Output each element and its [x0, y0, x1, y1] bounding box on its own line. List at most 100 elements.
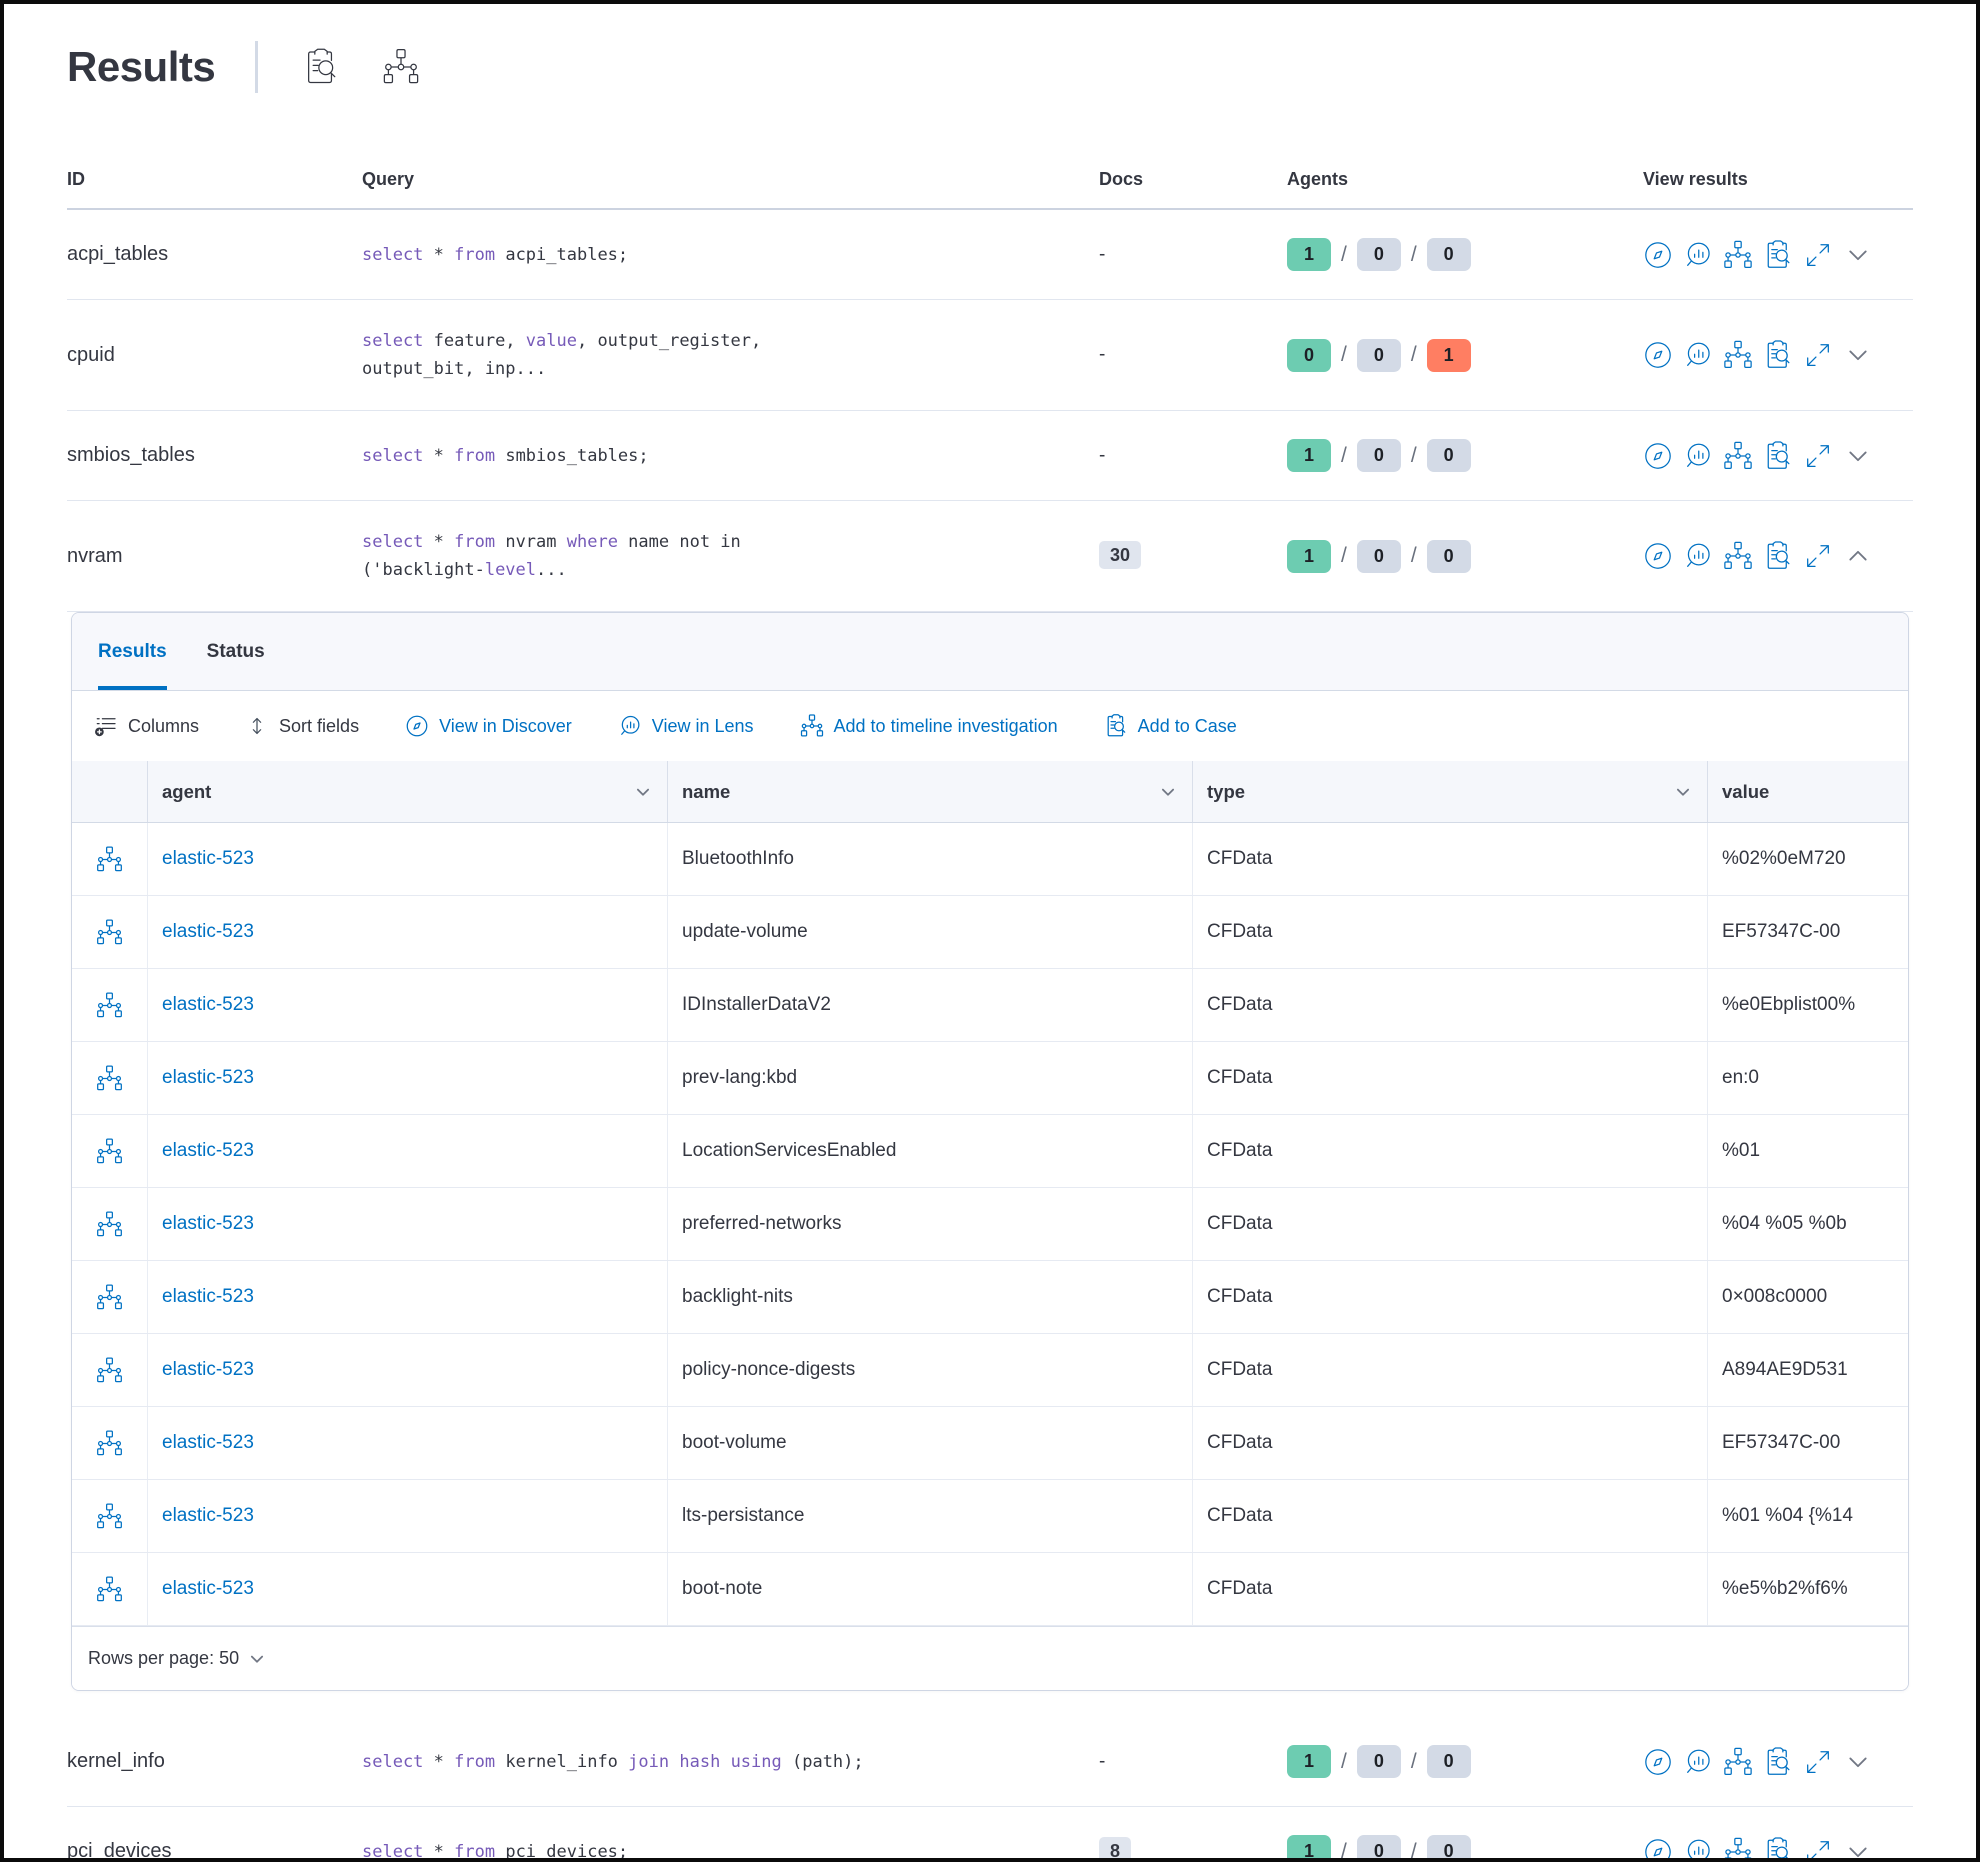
agent-link[interactable]: elastic-523: [162, 1067, 254, 1088]
timeline-icon[interactable]: [96, 1430, 123, 1457]
add-to-timeline-button[interactable]: Add to timeline investigation: [800, 714, 1058, 738]
chevron-down-icon[interactable]: [1843, 240, 1873, 270]
lens-icon[interactable]: [1683, 1837, 1713, 1862]
timeline-icon[interactable]: [96, 1357, 123, 1384]
lens-icon[interactable]: [1683, 541, 1713, 571]
timeline-icon[interactable]: [1723, 541, 1753, 571]
agent-count-badge: 0: [1426, 1745, 1471, 1778]
chevron-down-icon[interactable]: [1843, 1747, 1873, 1777]
timeline-icon[interactable]: [96, 1138, 123, 1165]
add-to-case-button[interactable]: Add to Case: [1104, 714, 1237, 738]
timeline-icon[interactable]: [1723, 240, 1753, 270]
grid-row-control: [72, 1553, 148, 1625]
discover-icon[interactable]: [1643, 1747, 1673, 1777]
discover-icon[interactable]: [1643, 541, 1673, 571]
timeline-icon[interactable]: [96, 1284, 123, 1311]
grid-header-type[interactable]: type: [1193, 761, 1708, 822]
docs-count: 30: [1099, 541, 1287, 569]
expand-icon[interactable]: [1803, 340, 1833, 370]
timeline-icon[interactable]: [96, 1065, 123, 1092]
expand-icon[interactable]: [1803, 541, 1833, 571]
timeline-icon[interactable]: [96, 1211, 123, 1238]
agent-link[interactable]: elastic-523: [162, 1432, 254, 1453]
inspect-icon[interactable]: [1763, 340, 1793, 370]
timeline-icon[interactable]: [382, 48, 420, 86]
lens-icon[interactable]: [1683, 340, 1713, 370]
inspect-icon[interactable]: [1763, 1837, 1793, 1862]
query-token: level: [484, 560, 537, 580]
agent-link[interactable]: elastic-523: [162, 848, 254, 869]
chevron-down-icon[interactable]: [1843, 441, 1873, 471]
grid-header-value[interactable]: value: [1708, 761, 1908, 822]
agent-link[interactable]: elastic-523: [162, 921, 254, 942]
view-results-actions: [1643, 240, 1921, 270]
chevron-down-icon[interactable]: [1843, 340, 1873, 370]
expand-icon[interactable]: [1803, 1747, 1833, 1777]
discover-icon[interactable]: [1643, 340, 1673, 370]
sort-icon: [245, 714, 269, 738]
timeline-icon[interactable]: [1723, 340, 1753, 370]
agent-link[interactable]: elastic-523: [162, 994, 254, 1015]
expand-icon[interactable]: [1803, 1837, 1833, 1862]
columns-button[interactable]: Columns: [94, 714, 199, 738]
timeline-icon[interactable]: [96, 1576, 123, 1603]
query-id: acpi_tables: [67, 243, 169, 265]
discover-icon[interactable]: [1643, 1837, 1673, 1862]
inspect-icon[interactable]: [1763, 441, 1793, 471]
agent-link[interactable]: elastic-523: [162, 1505, 254, 1526]
badge-separator: /: [1341, 443, 1347, 467]
timeline-icon[interactable]: [96, 846, 123, 873]
inspect-icon[interactable]: [1763, 240, 1793, 270]
chevron-down-icon[interactable]: [1158, 782, 1178, 802]
chevron-down-icon[interactable]: [1843, 1837, 1873, 1862]
agent-link[interactable]: elastic-523: [162, 1140, 254, 1161]
inspect-icon[interactable]: [1763, 541, 1793, 571]
sort-fields-button[interactable]: Sort fields: [245, 714, 359, 738]
view-in-lens-button[interactable]: View in Lens: [618, 714, 754, 738]
agent-link[interactable]: elastic-523: [162, 1359, 254, 1380]
grid-header-agent[interactable]: agent: [148, 761, 668, 822]
timeline-icon[interactable]: [1723, 441, 1753, 471]
grid-header-name[interactable]: name: [668, 761, 1193, 822]
query-row: nvram select * from nvram where name not…: [67, 501, 1913, 612]
timeline-icon[interactable]: [96, 992, 123, 1019]
expand-icon[interactable]: [1803, 441, 1833, 471]
cell-name: update-volume: [668, 896, 1193, 968]
lens-icon[interactable]: [1683, 441, 1713, 471]
query-token: , output_register, output_bit, inp...: [362, 331, 762, 379]
inspect-icon[interactable]: [1763, 1747, 1793, 1777]
rows-per-page-button[interactable]: Rows per page: 50: [88, 1648, 240, 1668]
tab-results[interactable]: Results: [98, 613, 167, 690]
query-token: acpi_tables;: [495, 244, 629, 265]
agent-link[interactable]: elastic-523: [162, 1578, 254, 1599]
timeline-icon[interactable]: [96, 919, 123, 946]
agent-link[interactable]: elastic-523: [162, 1213, 254, 1234]
agents-status: 1 / 0 / 0: [1287, 439, 1643, 472]
query-id: kernel_info: [67, 1750, 165, 1772]
chevron-up-icon[interactable]: [1843, 541, 1873, 571]
timeline-icon[interactable]: [1723, 1837, 1753, 1862]
cell-value: %01: [1722, 1140, 1761, 1161]
query-row: pci_devices select * from pci_devices; 8…: [67, 1807, 1913, 1862]
sort-fields-label: Sort fields: [279, 715, 360, 736]
chevron-down-icon[interactable]: [633, 782, 653, 802]
lens-icon[interactable]: [1683, 1747, 1713, 1777]
chevron-down-icon[interactable]: [247, 1649, 267, 1669]
cell-type: CFData: [1193, 1407, 1708, 1479]
chevron-down-icon[interactable]: [1673, 782, 1693, 802]
timeline-icon[interactable]: [96, 1503, 123, 1530]
timeline-icon[interactable]: [1723, 1747, 1753, 1777]
lens-icon[interactable]: [1683, 240, 1713, 270]
grid-body: elastic-523 BluetoothInfo CFData %02%0eM…: [72, 823, 1908, 1626]
badge-separator: /: [1341, 544, 1347, 567]
cell-type: CFData: [1193, 1188, 1708, 1260]
inspect-icon[interactable]: [302, 48, 340, 86]
discover-icon[interactable]: [1643, 240, 1673, 270]
agent-link[interactable]: elastic-523: [162, 1286, 254, 1307]
view-in-discover-button[interactable]: View in Discover: [405, 714, 572, 738]
expand-icon[interactable]: [1803, 240, 1833, 270]
discover-icon[interactable]: [1643, 441, 1673, 471]
docs-count: 8: [1099, 1836, 1287, 1858]
tab-status[interactable]: Status: [206, 640, 265, 662]
cell-value: %01 %04 {%14: [1722, 1505, 1853, 1526]
